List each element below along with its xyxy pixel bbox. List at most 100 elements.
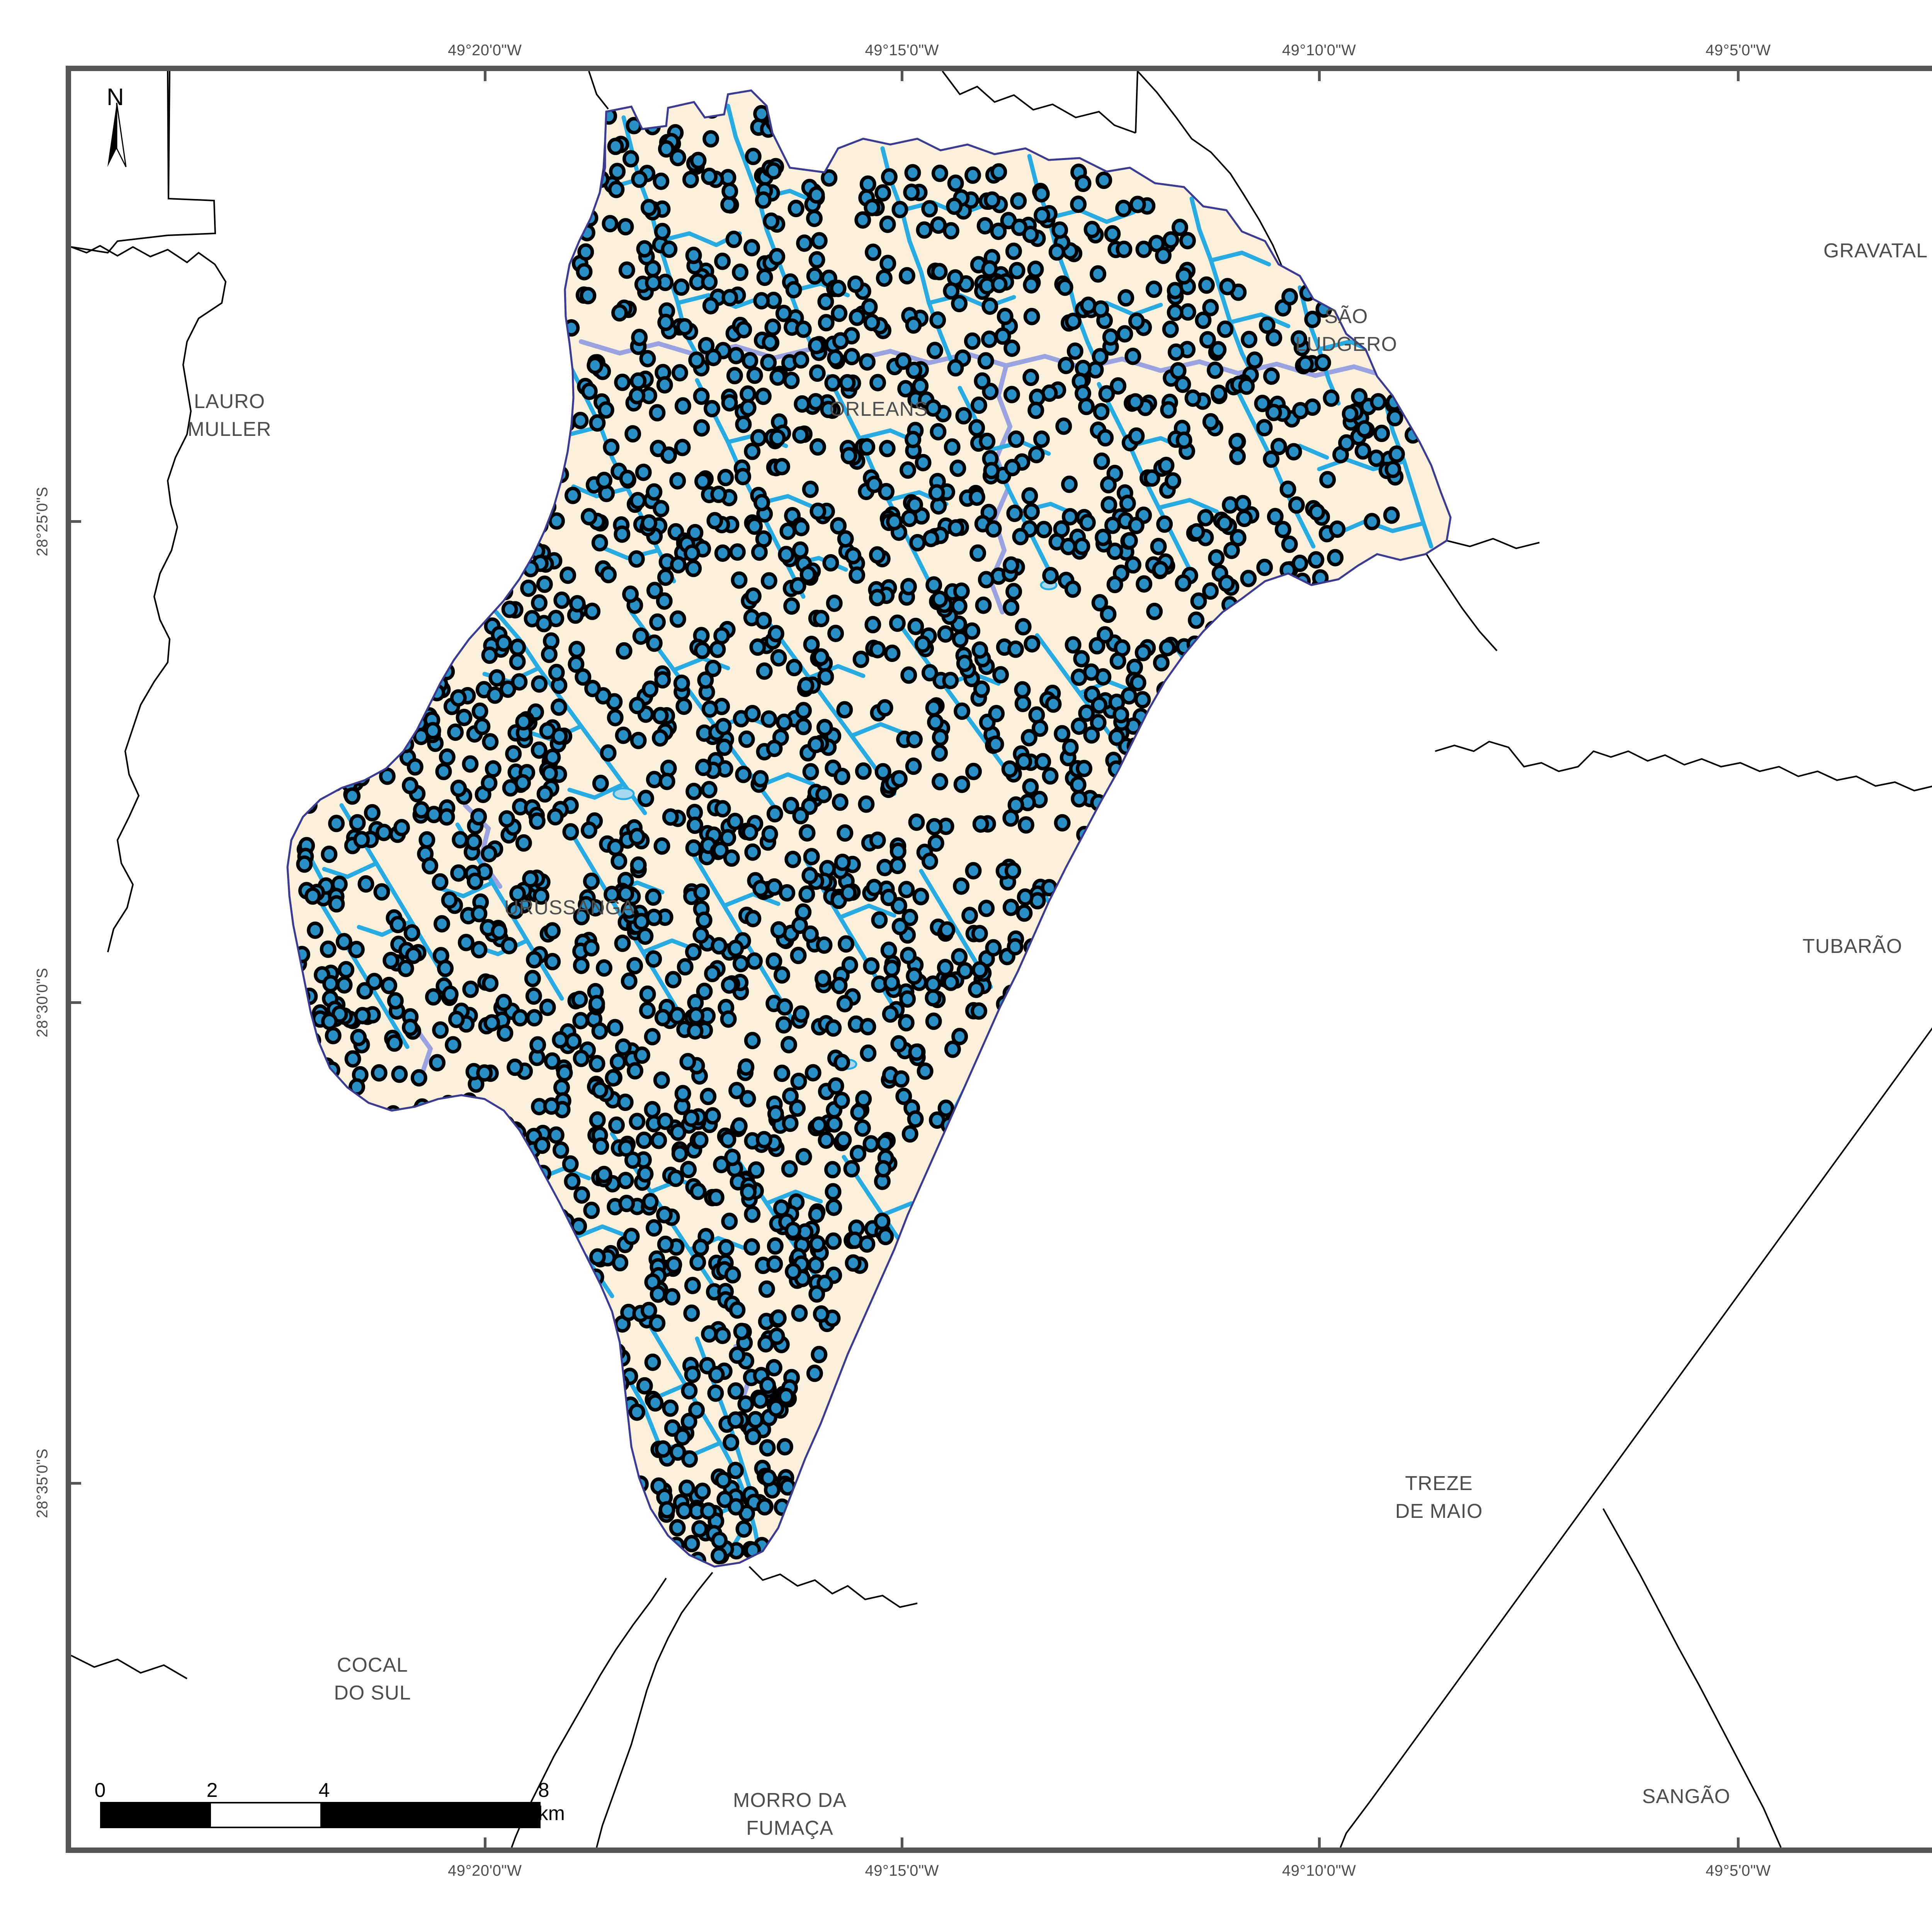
spring-point (985, 939, 1002, 957)
spring-point (906, 361, 922, 379)
spring-point (776, 713, 793, 731)
spring-point (393, 730, 410, 748)
spring-point (766, 805, 783, 823)
spring-point (626, 957, 643, 975)
spring-point (1218, 575, 1235, 592)
spring-point (1136, 575, 1153, 593)
spring-point (550, 698, 567, 716)
spring-point (662, 1547, 679, 1565)
spring-point (1293, 594, 1310, 611)
spring-point (373, 1164, 390, 1182)
spring-point (746, 952, 763, 970)
spring-point (573, 1050, 590, 1067)
spring-point (352, 758, 369, 776)
spring-point (1128, 517, 1145, 534)
spring-point (745, 910, 762, 927)
spring-point (845, 1254, 862, 1272)
spring-point (366, 973, 383, 990)
spring-point (901, 908, 918, 926)
spring-point (503, 1161, 520, 1179)
spring-point (791, 917, 808, 934)
spring-point (979, 432, 996, 450)
spring-point (830, 517, 847, 535)
spring-point (789, 577, 806, 595)
spring-point (632, 627, 649, 645)
spring-point (439, 748, 456, 766)
neighbour-label: URUSSANGA (504, 897, 635, 919)
spring-point (347, 1128, 364, 1146)
spring-point (572, 1012, 589, 1029)
spring-point (450, 689, 467, 707)
spring-point (1175, 431, 1192, 449)
spring-point (637, 927, 654, 945)
spring-point (1072, 864, 1089, 882)
spring-point (321, 1012, 338, 1030)
spring-point (1111, 774, 1128, 792)
spring-point (658, 772, 675, 790)
spring-point (778, 546, 795, 563)
spring-point (485, 760, 502, 778)
spring-point (932, 728, 949, 746)
spring-point (1107, 786, 1124, 803)
spring-point (900, 947, 917, 965)
spring-point (1261, 629, 1278, 647)
spring-point (956, 962, 973, 980)
spring-point (818, 1131, 835, 1149)
spring-point (546, 1357, 563, 1375)
spring-point (720, 1010, 737, 1028)
spring-point (792, 426, 809, 444)
spring-point (1179, 232, 1196, 250)
spring-point (1223, 541, 1240, 559)
spring-point (1022, 369, 1039, 386)
spring-point (807, 393, 824, 411)
spring-point (1109, 652, 1126, 670)
spring-point (384, 680, 401, 698)
spring-point (646, 634, 663, 652)
spring-point (640, 1301, 657, 1319)
spring-point (874, 1213, 891, 1230)
spring-point (1065, 636, 1082, 654)
spring-point (669, 610, 686, 628)
spring-point (725, 230, 742, 248)
spring-point (1090, 714, 1107, 732)
spring-point (1112, 706, 1129, 723)
spring-point (729, 1346, 746, 1364)
spring-point (755, 1131, 772, 1148)
spring-point (685, 560, 702, 577)
spring-point (905, 430, 922, 448)
spring-point (654, 223, 671, 240)
spring-point (421, 1252, 438, 1269)
spring-point (471, 905, 488, 922)
spring-point (588, 995, 605, 1012)
spring-point (1028, 446, 1045, 463)
spring-point (981, 260, 998, 278)
longitude-label: 49°5'0"W (1706, 1862, 1771, 1879)
spring-point (907, 618, 924, 635)
spring-point (400, 1130, 417, 1147)
spring-point (1023, 308, 1040, 325)
map-canvas[interactable] (71, 71, 1932, 1848)
spring-point (1106, 576, 1123, 593)
spring-point (944, 438, 961, 456)
latitude-label: 28°25'0"S (34, 487, 51, 556)
spring-point (756, 1498, 773, 1516)
spring-point (1124, 556, 1141, 574)
spring-point (410, 1252, 427, 1269)
spring-point (775, 1016, 792, 1034)
spring-point (395, 1186, 412, 1203)
spring-point (618, 1194, 635, 1212)
spring-point (514, 774, 531, 792)
spring-point (1104, 225, 1121, 243)
spring-point (796, 234, 813, 252)
spring-point (906, 496, 923, 514)
spring-point (1004, 459, 1021, 476)
spring-point (483, 1161, 500, 1179)
spring-point (483, 1181, 500, 1198)
spring-point (988, 705, 1005, 723)
spring-point (531, 1208, 548, 1225)
spring-point (546, 1225, 563, 1242)
spring-point (531, 1325, 548, 1343)
spring-point (476, 1064, 493, 1082)
spring-point (1065, 862, 1082, 880)
spring-point (615, 726, 632, 744)
